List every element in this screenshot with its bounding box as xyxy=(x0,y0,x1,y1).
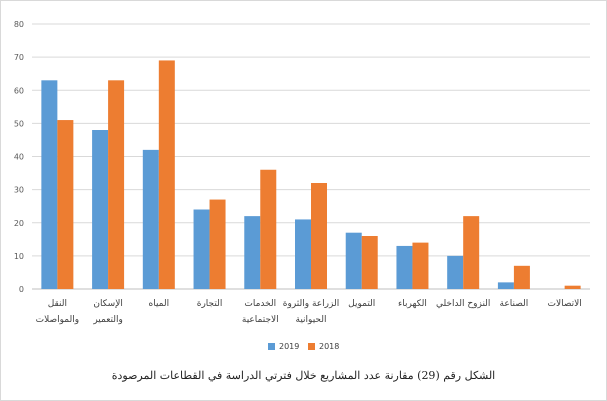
x-tick-label: المياه xyxy=(149,299,170,309)
bar-2018 xyxy=(564,285,581,289)
y-tick-label: 40 xyxy=(14,153,24,162)
bar-2018 xyxy=(361,236,378,289)
y-tick-label: 50 xyxy=(14,119,24,128)
bar-2018 xyxy=(412,242,429,289)
bar-2019 xyxy=(92,130,109,289)
x-tick-label: النزوح الداخلي xyxy=(436,299,490,309)
bar-2018 xyxy=(209,199,226,289)
x-tick-label: التجارة xyxy=(197,299,223,309)
y-tick-label: 30 xyxy=(14,186,24,195)
bar-2019 xyxy=(447,255,464,289)
x-tick-label: الحيوانية xyxy=(296,315,327,325)
x-tick-label: الصناعة xyxy=(500,299,529,309)
bar-2018 xyxy=(463,216,480,289)
y-tick-label: 70 xyxy=(14,53,24,62)
x-tick-label: الاجتماعية xyxy=(242,315,279,325)
x-tick-label: الزراعة والثروة xyxy=(283,299,339,309)
legend-label-2019: 2019 xyxy=(279,342,299,351)
y-tick-label: 80 xyxy=(14,20,24,29)
x-tick-label: الإسكان xyxy=(93,299,123,309)
bar-2018 xyxy=(260,169,277,289)
bar-2019 xyxy=(497,282,514,289)
bar-2018 xyxy=(513,265,530,289)
legend-swatch-2019 xyxy=(268,343,275,350)
y-tick-label: 20 xyxy=(14,219,24,228)
figure-caption: الشكل رقم (29) مقارنة عدد المشاريع خلال … xyxy=(111,369,496,382)
bar-2019 xyxy=(142,149,159,289)
x-tick-label: النقل xyxy=(48,299,67,309)
bar-2018 xyxy=(108,80,125,289)
y-tick-label: 60 xyxy=(14,86,24,95)
x-tick-label: والمواصلات xyxy=(36,315,79,325)
bar-2018 xyxy=(158,60,175,289)
x-tick-label: الكهرباء xyxy=(398,299,427,309)
y-tick-label: 10 xyxy=(14,252,24,261)
x-tick-label: الخدمات xyxy=(244,299,276,309)
y-tick-label: 0 xyxy=(19,285,24,294)
bar-2018 xyxy=(57,120,74,289)
bar-2019 xyxy=(396,245,413,289)
bar-2019 xyxy=(345,232,362,289)
x-tick-label: التمويل xyxy=(348,299,375,309)
bar-2019 xyxy=(41,80,58,289)
legend-label-2018: 2018 xyxy=(319,342,339,351)
legend-swatch-2018 xyxy=(308,343,315,350)
bar-2019 xyxy=(193,209,210,289)
bar-2019 xyxy=(244,216,261,289)
bar-2019 xyxy=(295,219,311,289)
bar-2018 xyxy=(311,183,327,289)
x-tick-label: والتعمير xyxy=(92,315,123,325)
x-tick-label: الاتصالات xyxy=(547,299,581,309)
